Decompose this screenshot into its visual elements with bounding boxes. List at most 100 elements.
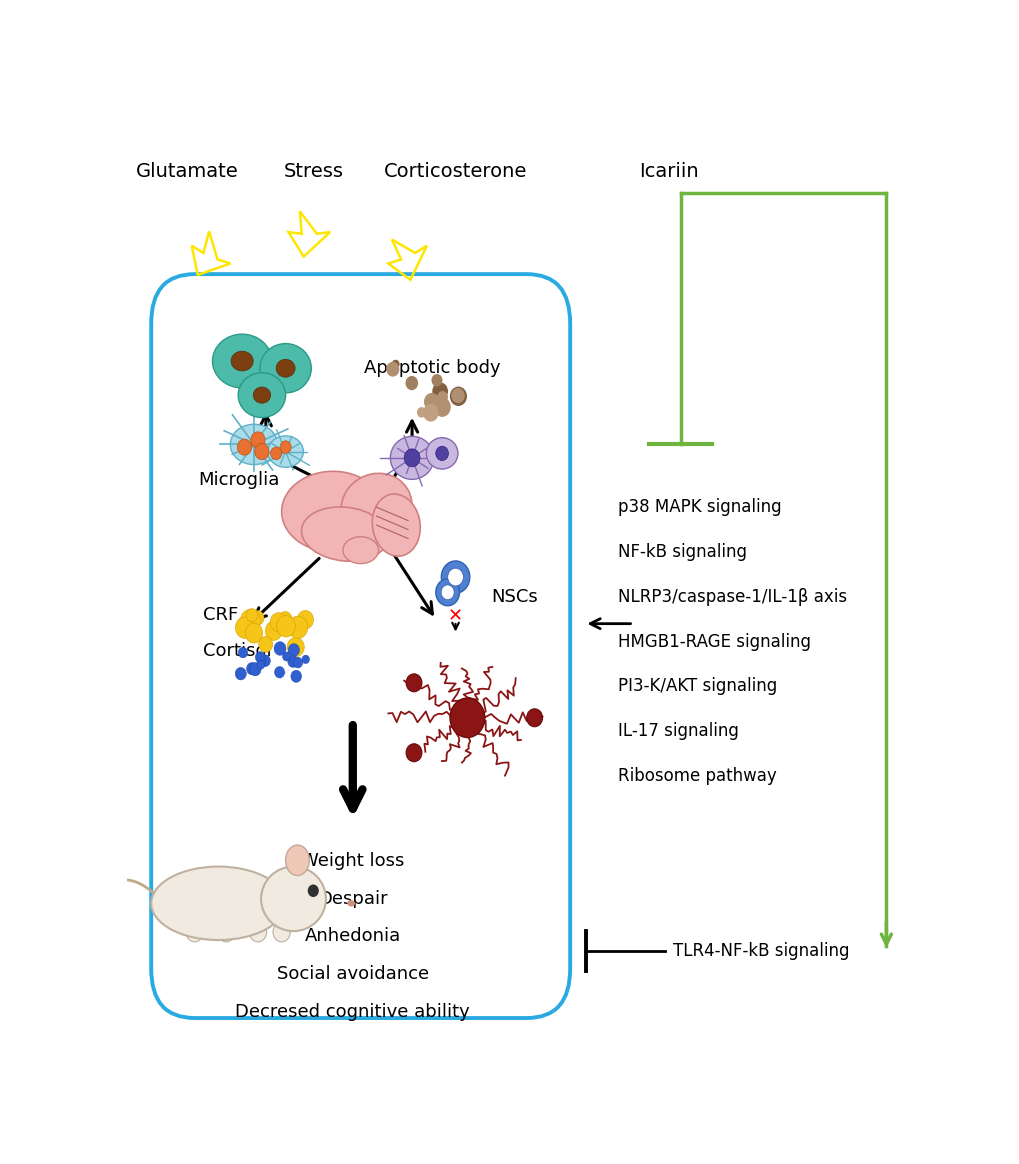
Text: Microglia: Microglia [199,471,280,489]
Text: Glutamate: Glutamate [136,162,237,182]
Text: IL-17 signaling: IL-17 signaling [618,722,738,740]
Circle shape [417,407,426,418]
Ellipse shape [342,537,378,563]
Text: Cortisol: Cortisol [203,641,271,660]
Ellipse shape [390,436,433,480]
Text: Anhedonia: Anhedonia [305,928,400,945]
Circle shape [257,660,265,669]
Circle shape [270,612,286,632]
Circle shape [441,561,470,594]
Circle shape [432,382,447,400]
Circle shape [406,744,422,761]
Circle shape [251,611,264,625]
Circle shape [386,362,399,377]
Ellipse shape [273,922,290,942]
Ellipse shape [281,471,384,552]
Circle shape [276,616,296,637]
Circle shape [449,698,484,738]
Circle shape [245,623,263,643]
Circle shape [391,360,399,369]
Text: ✕: ✕ [447,608,463,625]
Text: Ribosome pathway: Ribosome pathway [618,767,775,785]
Circle shape [240,610,260,632]
Circle shape [247,662,257,675]
Ellipse shape [372,494,420,556]
Circle shape [258,656,265,666]
Text: Despair: Despair [318,889,387,908]
Ellipse shape [260,343,311,393]
Circle shape [449,386,467,406]
Ellipse shape [285,845,309,875]
Circle shape [235,617,254,638]
Circle shape [431,374,442,386]
Circle shape [308,885,319,897]
Ellipse shape [268,435,303,467]
Circle shape [255,443,269,460]
Circle shape [287,620,301,636]
Circle shape [292,658,303,668]
Ellipse shape [302,506,388,561]
Circle shape [287,638,304,656]
Circle shape [255,652,265,662]
Text: p38 MAPK signaling: p38 MAPK signaling [618,498,781,516]
Text: Apoptotic body: Apoptotic body [363,360,499,377]
Circle shape [280,441,290,454]
Circle shape [238,647,248,658]
Text: NLRP3/caspase-1/IL-1β axis: NLRP3/caspase-1/IL-1β axis [618,588,846,605]
Circle shape [302,655,309,663]
Circle shape [270,447,281,460]
Ellipse shape [276,360,294,377]
Circle shape [237,439,252,455]
Circle shape [260,655,270,667]
Text: Social avoidance: Social avoidance [276,965,428,984]
Circle shape [447,568,463,585]
Ellipse shape [249,922,266,942]
Text: Corticosterone: Corticosterone [383,162,527,182]
Circle shape [259,637,272,652]
Text: Icariin: Icariin [639,162,698,182]
Circle shape [290,670,302,682]
Circle shape [251,432,265,448]
Circle shape [287,655,298,667]
Circle shape [235,667,246,680]
Text: HMGB1-RAGE signaling: HMGB1-RAGE signaling [618,632,810,651]
Ellipse shape [253,388,270,403]
Circle shape [433,397,450,417]
Circle shape [526,709,542,726]
Text: NSCs: NSCs [491,588,537,605]
Text: PI3-K/AKT signaling: PI3-K/AKT signaling [618,677,776,695]
Text: TLR4-NF-kB signaling: TLR4-NF-kB signaling [673,942,849,960]
Circle shape [424,393,439,411]
Circle shape [440,584,453,599]
Text: Decresed cognitive ability: Decresed cognitive ability [235,1002,470,1021]
Text: NF-kB signaling: NF-kB signaling [618,542,746,561]
Circle shape [450,388,465,403]
Ellipse shape [237,372,285,418]
Circle shape [288,644,300,656]
Circle shape [249,662,261,676]
Circle shape [246,609,258,622]
Ellipse shape [151,866,285,941]
Text: CRF: CRF [203,605,237,624]
Ellipse shape [230,424,277,464]
Circle shape [435,446,448,461]
Ellipse shape [231,352,253,371]
Circle shape [278,611,291,627]
Circle shape [406,376,418,390]
Circle shape [274,667,284,677]
Circle shape [435,579,460,605]
Circle shape [265,622,282,640]
Text: Stress: Stress [283,162,343,182]
Circle shape [406,674,422,691]
Ellipse shape [212,334,271,388]
Ellipse shape [185,922,203,942]
Text: Weight loss: Weight loss [301,852,405,871]
Ellipse shape [217,922,234,942]
Circle shape [274,641,285,655]
Circle shape [287,616,308,639]
Circle shape [404,449,420,467]
Ellipse shape [346,900,355,907]
Circle shape [282,652,290,661]
Ellipse shape [340,474,412,541]
Circle shape [437,391,447,404]
